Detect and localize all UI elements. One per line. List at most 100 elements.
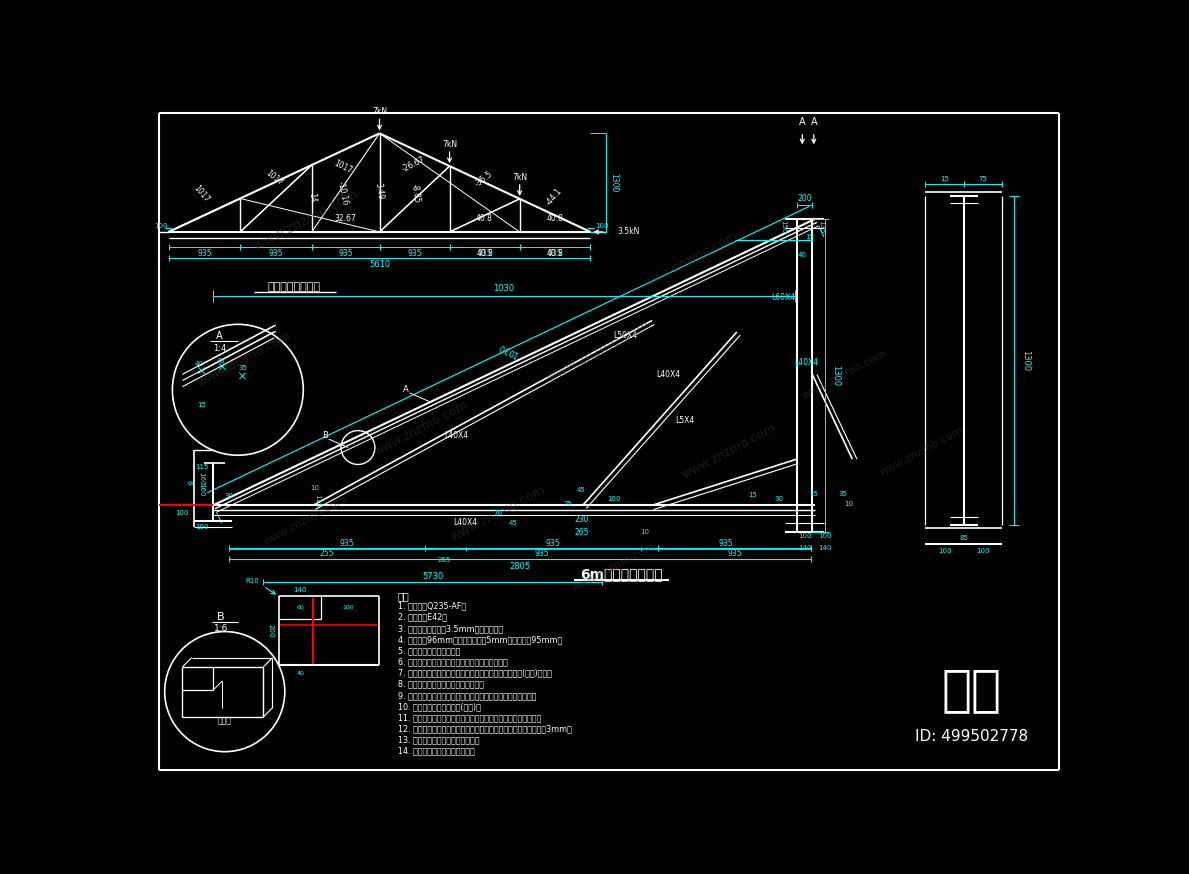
Text: 40.8: 40.8 [547, 214, 564, 224]
Text: 40: 40 [296, 670, 304, 676]
Text: 40: 40 [195, 361, 203, 366]
Text: 100: 100 [596, 223, 609, 229]
Text: 5. 对位维分管格涂面处理。: 5. 对位维分管格涂面处理。 [398, 646, 460, 656]
Text: 935: 935 [548, 249, 562, 258]
Text: 1017: 1017 [264, 169, 285, 188]
Text: 知未: 知未 [942, 666, 1001, 714]
Text: 100: 100 [606, 496, 621, 503]
Text: 100: 100 [195, 524, 208, 530]
Text: L50X4: L50X4 [614, 331, 637, 340]
Text: 4. 节点板厕96mm以上，其他构件5mm制，底板厕95mm。: 4. 节点板厕96mm以上，其他构件5mm制，底板厕95mm。 [398, 635, 562, 644]
Text: -8.85: -8.85 [410, 184, 422, 204]
Text: 7. 角芒下弦层数放置，角芒背部与底板之间，不得有间隙(空隙)存在。: 7. 角芒下弦层数放置，角芒背部与底板之间，不得有间隙(空隙)存在。 [398, 669, 552, 677]
Text: 14. 构件不得有同当，过渡平滑。: 14. 构件不得有同当，过渡平滑。 [398, 746, 474, 756]
Text: 1300: 1300 [1021, 350, 1030, 371]
Text: 935: 935 [718, 539, 732, 548]
Text: 140: 140 [798, 545, 811, 551]
Text: 15: 15 [810, 490, 818, 496]
Text: 935: 935 [534, 549, 549, 558]
Text: 30: 30 [224, 493, 233, 499]
Text: 40.8: 40.8 [476, 214, 492, 224]
Text: 几何尺廸及内力图: 几何尺廸及内力图 [268, 282, 321, 293]
Text: 935: 935 [477, 249, 492, 258]
Text: www.znzmo.com: www.znzmo.com [680, 421, 779, 482]
Text: 115: 115 [314, 494, 320, 507]
Text: 75: 75 [979, 176, 988, 182]
Text: 1:6: 1:6 [214, 624, 228, 633]
Text: L40X4: L40X4 [454, 518, 478, 528]
Text: www.znzmo.com: www.znzmo.com [448, 482, 547, 544]
Text: 3.5kN: 3.5kN [617, 227, 640, 237]
Text: www.znzmo.com: www.znzmo.com [262, 495, 350, 547]
Text: -35.5: -35.5 [473, 170, 495, 189]
Text: 255: 255 [320, 549, 334, 558]
Text: 200: 200 [268, 624, 273, 637]
Text: 5610: 5610 [369, 260, 390, 269]
Text: www.znzmo.com: www.znzmo.com [570, 540, 658, 593]
Text: 15: 15 [748, 492, 756, 498]
Text: 160: 160 [199, 472, 205, 485]
Text: 8. 点处对节施工完毿后，不得有缺鞍。: 8. 点处对节施工完毿后，不得有缺鞍。 [398, 680, 484, 689]
Text: 30: 30 [775, 496, 784, 503]
Text: www.znzmo.com: www.znzmo.com [543, 318, 653, 385]
Text: 70: 70 [493, 510, 503, 516]
Text: www.znzmo.com: www.znzmo.com [641, 229, 740, 289]
Text: 加强板: 加强板 [218, 717, 232, 725]
Text: 5730: 5730 [422, 572, 443, 580]
Text: 1017: 1017 [191, 184, 212, 204]
Text: www.znzmo.com: www.znzmo.com [251, 187, 360, 254]
Text: 45: 45 [577, 487, 586, 493]
Text: 140: 140 [819, 545, 832, 551]
Text: 15: 15 [805, 234, 814, 240]
Text: 935: 935 [340, 539, 354, 548]
Text: L40X4: L40X4 [794, 358, 819, 367]
Text: 1300: 1300 [831, 365, 839, 386]
Text: 6: 6 [185, 480, 191, 484]
Text: 1030: 1030 [493, 284, 514, 293]
Text: 115: 115 [195, 464, 208, 470]
Text: 75: 75 [562, 501, 572, 507]
Text: 935: 935 [728, 549, 742, 558]
Text: 265: 265 [438, 557, 451, 563]
Text: 10. 所有构件必须净阐表面(除锈)。: 10. 所有构件必须净阐表面(除锈)。 [398, 702, 480, 711]
Text: 200: 200 [798, 194, 812, 204]
Text: 45: 45 [216, 357, 225, 364]
Text: 7kN: 7kN [512, 173, 527, 182]
Text: 230: 230 [574, 515, 589, 524]
Text: B: B [322, 432, 328, 440]
Text: 100: 100 [176, 510, 189, 516]
Text: 935: 935 [408, 249, 422, 258]
Text: 135: 135 [818, 220, 824, 233]
Text: 100: 100 [818, 533, 832, 539]
Text: -10.16: -10.16 [335, 181, 350, 206]
Text: -26.67: -26.67 [401, 155, 427, 174]
Text: 7kN: 7kN [372, 108, 388, 116]
Text: R10: R10 [246, 578, 259, 584]
Text: 15: 15 [940, 176, 949, 182]
Text: www.znzmo.com: www.znzmo.com [877, 425, 965, 478]
Text: 15: 15 [197, 402, 206, 408]
Text: 1017: 1017 [332, 158, 353, 175]
Text: www.znzmo.com: www.znzmo.com [372, 398, 471, 459]
Text: www.znzmo.com: www.znzmo.com [195, 329, 294, 389]
Text: 150: 150 [780, 220, 786, 233]
Text: 100: 100 [155, 223, 168, 229]
Text: 40.8: 40.8 [547, 249, 564, 258]
Text: 注：: 注： [398, 591, 410, 601]
Text: 100: 100 [976, 549, 990, 554]
Text: 935: 935 [269, 249, 283, 258]
Text: -44.1: -44.1 [543, 187, 564, 208]
Text: 100: 100 [342, 605, 354, 610]
Text: L40X4: L40X4 [656, 370, 680, 379]
Text: ID: 499502778: ID: 499502778 [916, 729, 1028, 744]
Text: 35: 35 [838, 490, 848, 496]
Text: L60X4: L60X4 [772, 293, 795, 302]
Text: 3. 未注明焊缝尺寸为3.5mm，一级焊缝。: 3. 未注明焊缝尺寸为3.5mm，一级焊缝。 [398, 624, 503, 633]
Text: 9. 所有构件不得有裂纹现象，工件内外，表面不得有当升现象。: 9. 所有构件不得有裂纹现象，工件内外，表面不得有当升现象。 [398, 691, 536, 700]
Text: 40: 40 [798, 252, 806, 258]
Text: 32.67: 32.67 [335, 214, 357, 224]
Text: 1030: 1030 [497, 341, 520, 358]
Text: 10: 10 [310, 485, 320, 491]
Text: 935: 935 [197, 249, 212, 258]
Text: 40.8: 40.8 [476, 249, 493, 258]
